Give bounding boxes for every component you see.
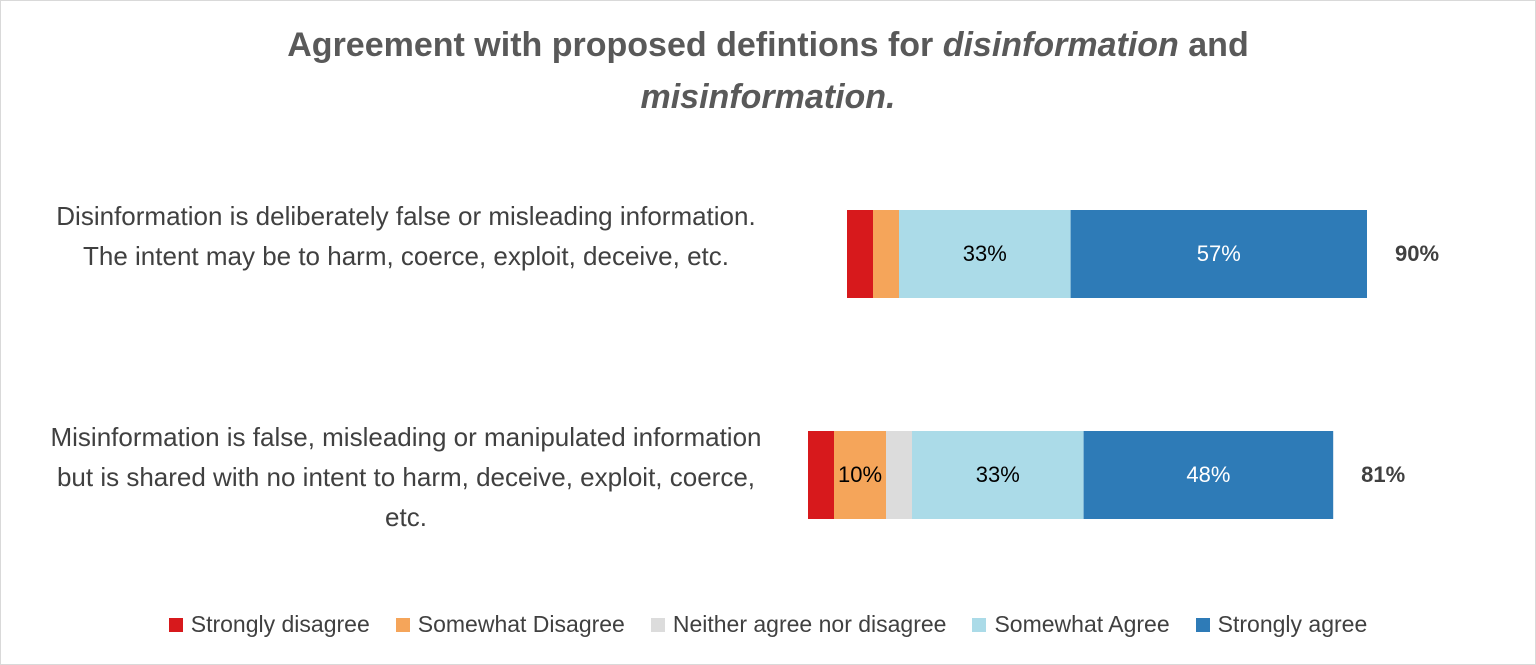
legend-swatch xyxy=(1195,617,1210,632)
bar-segment xyxy=(886,431,912,519)
bar-segment xyxy=(873,210,899,298)
bar-segment xyxy=(899,210,1071,298)
chart-title: Agreement with proposed defintions for d… xyxy=(1,19,1535,123)
legend-item: Neither agree nor disagree xyxy=(650,611,947,638)
legend-item: Somewhat Agree xyxy=(972,611,1170,638)
legend-item: Strongly disagree xyxy=(168,611,370,638)
data-label: 10% xyxy=(838,462,882,487)
legend: Strongly disagree Somewhat Disagree Neithe… xyxy=(1,611,1535,638)
title-part: Agreement with proposed defintions for xyxy=(287,26,943,64)
legend-swatch xyxy=(168,617,183,632)
legend-swatch xyxy=(650,617,665,632)
legend-label: Neither agree nor disagree xyxy=(672,611,947,637)
bar-segment xyxy=(912,431,1084,519)
legend-label: Strongly disagree xyxy=(190,611,370,637)
bar-segment xyxy=(1083,431,1334,519)
category-label: Disinformation is deliberately false or … xyxy=(56,201,756,271)
legend-item: Somewhat Disagree xyxy=(395,611,625,638)
data-label: 48% xyxy=(1186,462,1230,487)
legend-item: Strongly agree xyxy=(1195,611,1368,638)
title-part: misinformation. xyxy=(640,78,896,116)
data-label: 33% xyxy=(976,462,1020,487)
total-label: 81% xyxy=(1361,462,1405,487)
bar-segment xyxy=(808,431,834,519)
legend-swatch xyxy=(395,617,410,632)
title-part: and xyxy=(1178,26,1259,64)
category-label: Misinformation is false, misleading or m… xyxy=(50,422,762,532)
total-label: 90% xyxy=(1395,241,1439,266)
title-text: Agreement with proposed defintions for d… xyxy=(208,19,1328,123)
title-part: disinformation xyxy=(942,26,1179,64)
legend-label: Somewhat Disagree xyxy=(417,611,625,637)
legend-label: Somewhat Agree xyxy=(994,611,1170,637)
bar-segment xyxy=(1070,210,1367,298)
bar-segment xyxy=(847,210,873,298)
data-label: 33% xyxy=(963,241,1007,266)
legend-swatch xyxy=(972,617,987,632)
data-label: 57% xyxy=(1197,241,1241,266)
legend-label: Strongly agree xyxy=(1217,611,1368,637)
bar-segment xyxy=(834,431,886,519)
